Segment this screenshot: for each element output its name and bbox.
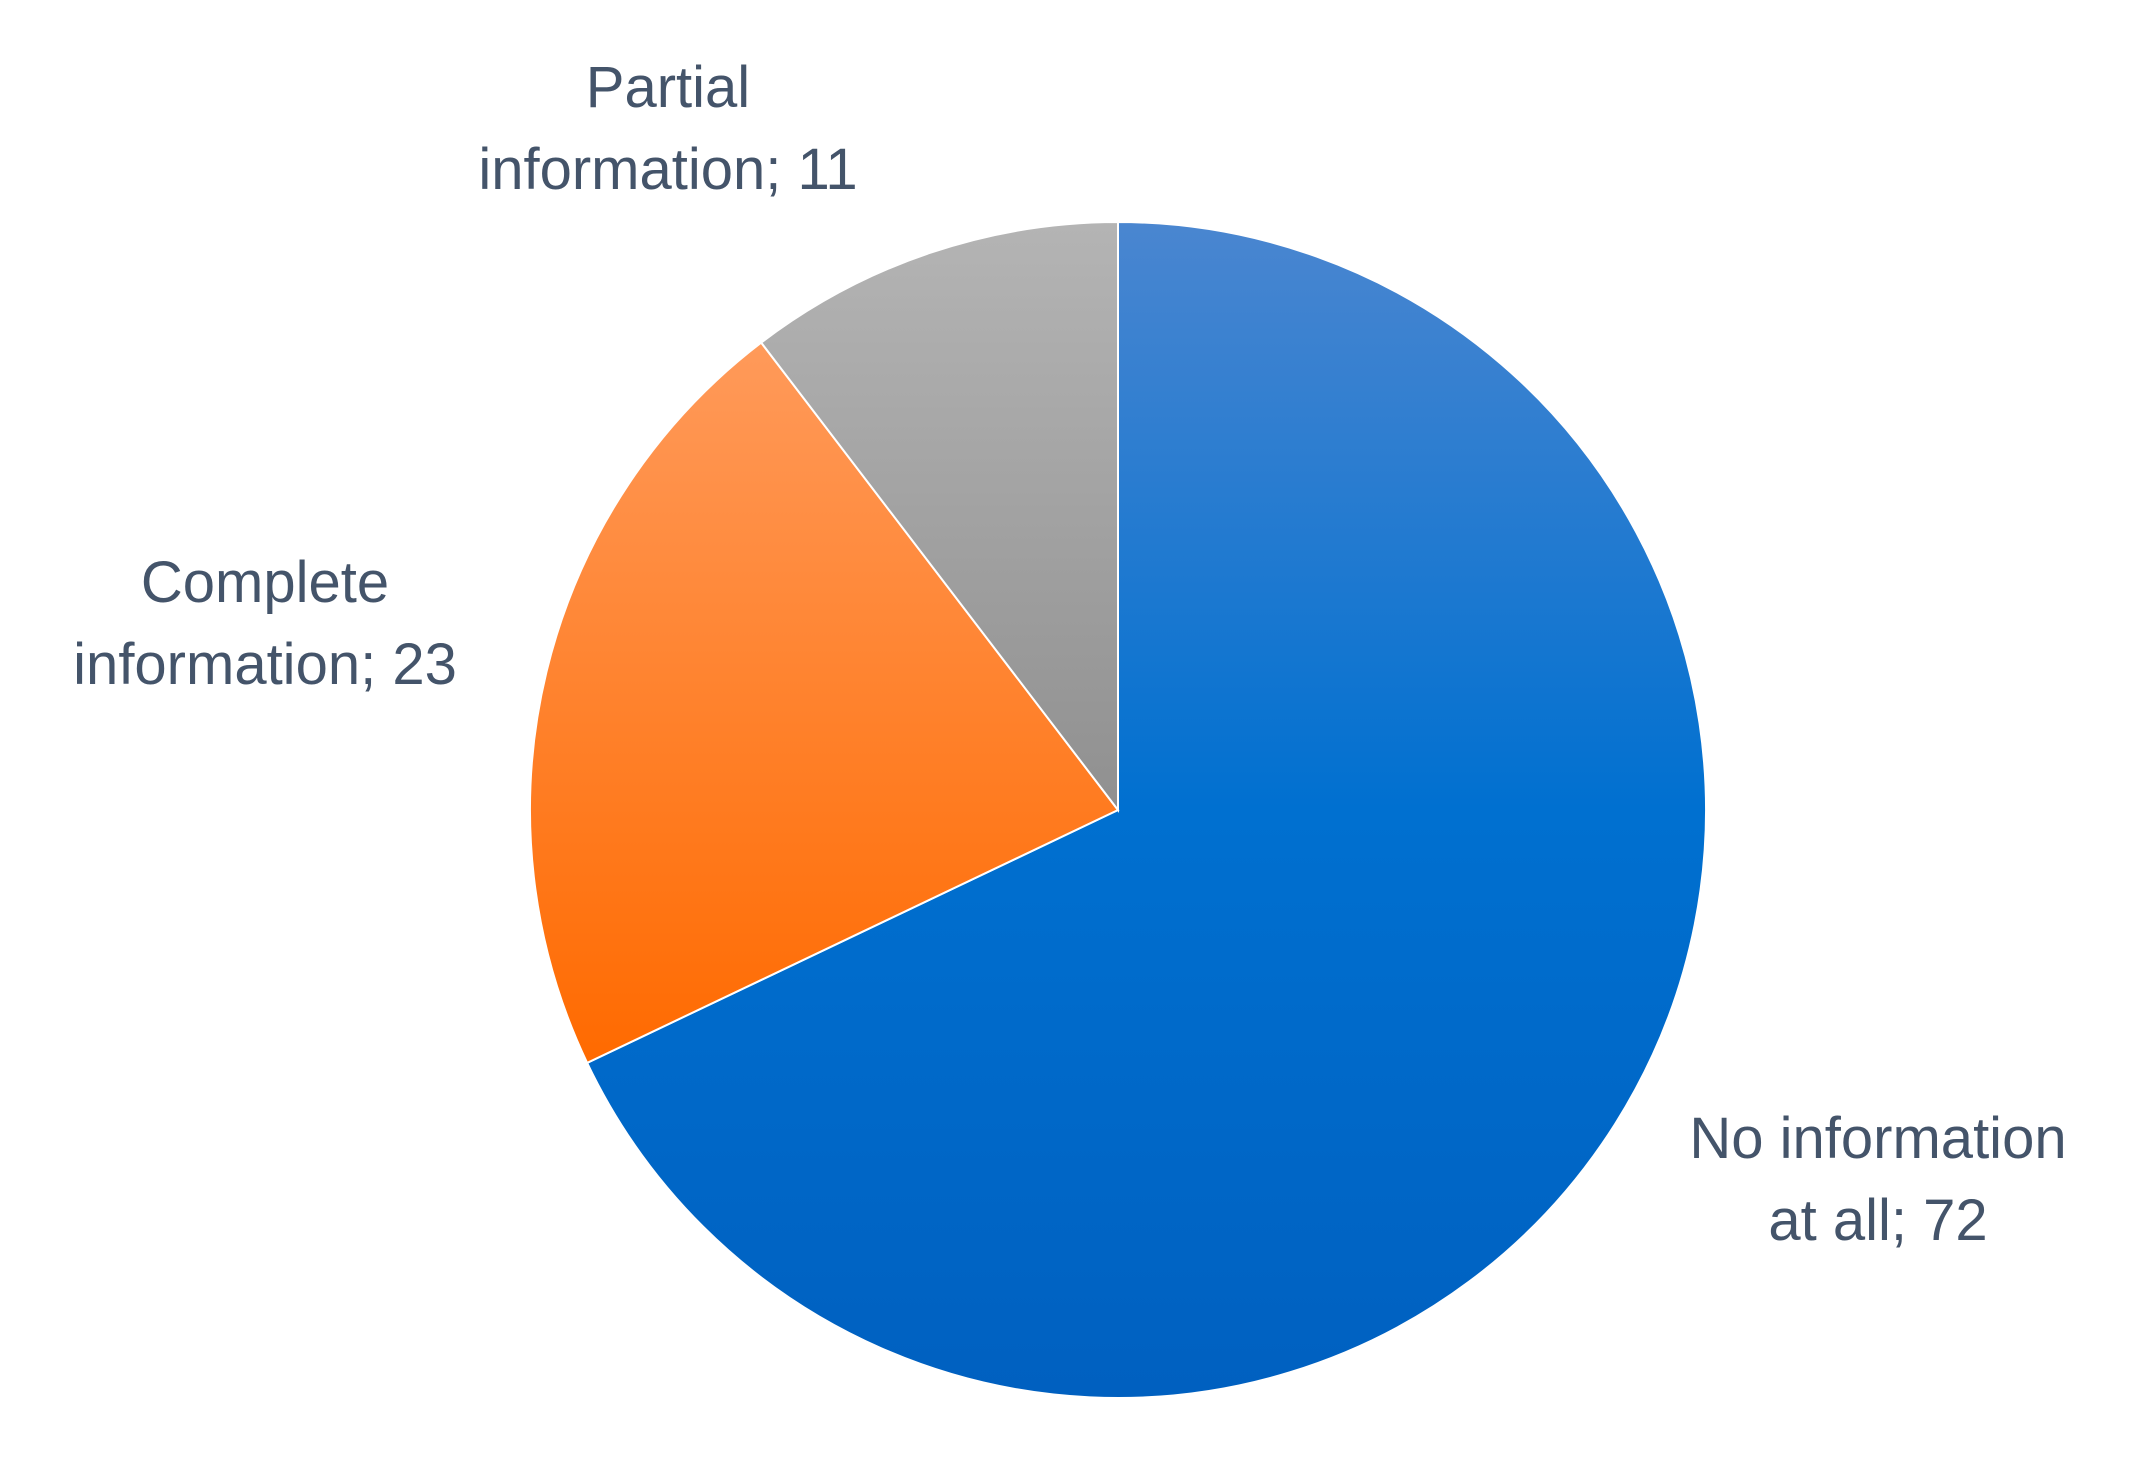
data-label-partial-information: Partial information; 11: [478, 55, 857, 202]
data-label-line: No information: [1689, 1106, 2066, 1171]
pie-slice-complete-information: [529, 341, 1120, 1065]
data-label-line: Complete: [141, 550, 389, 615]
pie-slice-partial-information: [759, 220, 1119, 813]
data-label-line: at all; 72: [1768, 1188, 1987, 1253]
data-label-line: information; 11: [478, 137, 857, 202]
pie-slice-no-information-at-all: [585, 220, 1707, 1399]
data-label-complete-information: Complete information; 23: [73, 550, 457, 697]
data-label-line: Partial: [586, 55, 750, 120]
data-label-no-information-at-all: No information at all; 72: [1689, 1106, 2066, 1253]
data-label-line: information; 23: [73, 632, 457, 697]
